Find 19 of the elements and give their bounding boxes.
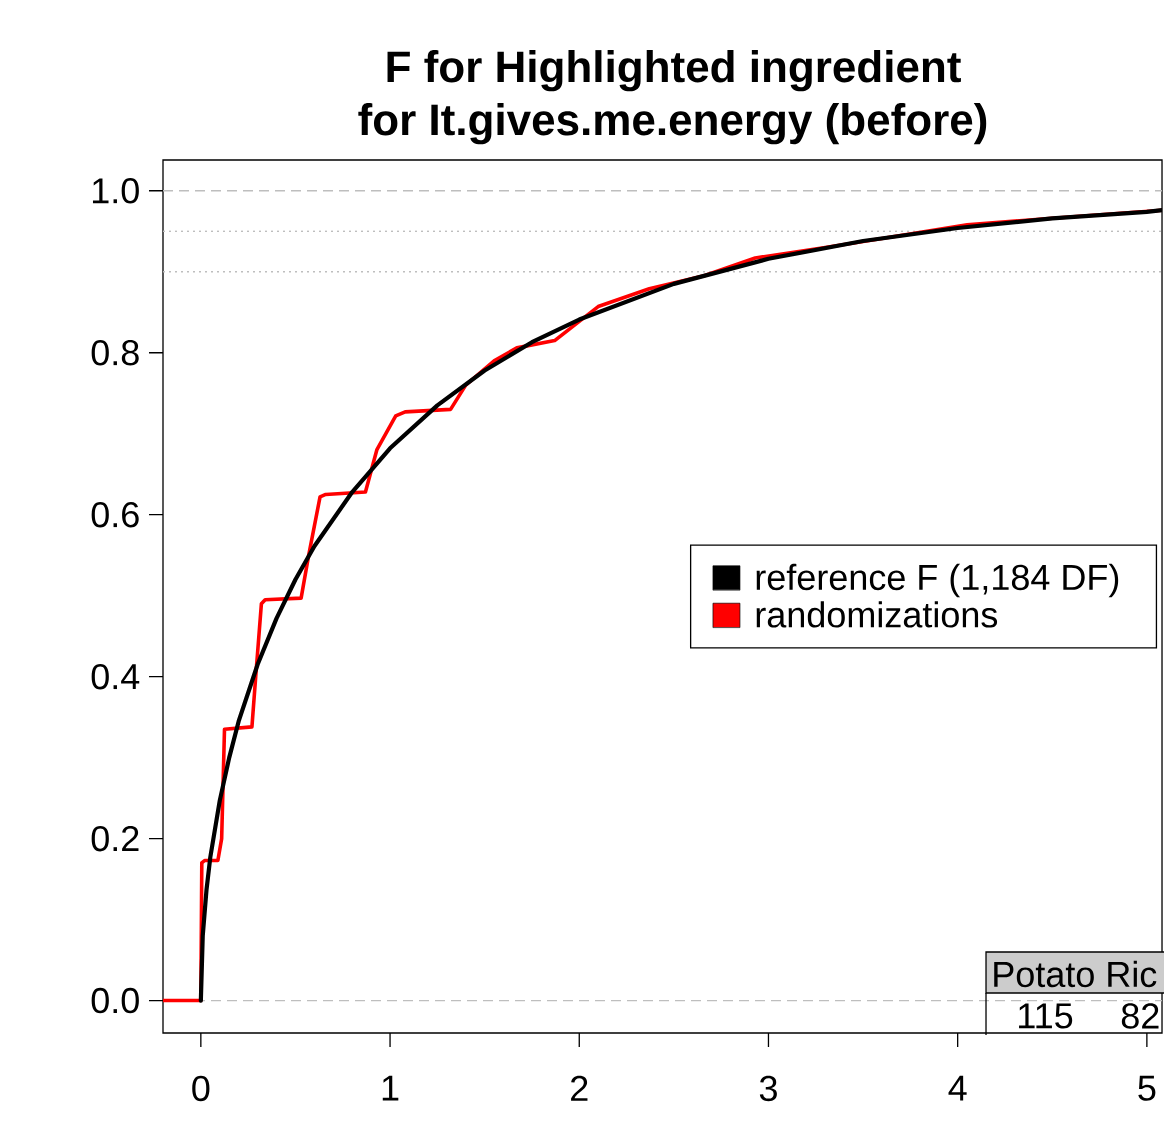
- annotation: 115: [1019, 1003, 1073, 1029]
- y-tick-label: 0.6: [91, 501, 139, 528]
- legend-label: randomizations: [756, 601, 998, 628]
- x-tick-label: 3: [759, 1075, 777, 1102]
- y-tick-label: 0.2: [91, 825, 139, 852]
- annotation: Potato Ric: [994, 960, 1157, 988]
- y-tick-label: 0.4: [91, 663, 140, 690]
- y-tick-label: 1.0: [92, 178, 139, 204]
- x-tick-label: 5: [1138, 1075, 1156, 1101]
- legend-label: reference F (1,184 DF): [756, 563, 1119, 598]
- y-tick-label: 0.0: [91, 987, 139, 1014]
- x-tick-label: 4: [948, 1075, 967, 1101]
- x-tick-label: 2: [571, 1075, 588, 1101]
- chart-title: F for Highlighted ingredient: [387, 50, 961, 92]
- x-tick-label: 1: [382, 1075, 399, 1101]
- x-tick-label: 0: [192, 1075, 210, 1102]
- y-tick-label: 0.8: [91, 339, 139, 366]
- chart-subtitle: for It.gives.me.energy (before): [358, 103, 987, 145]
- annotation: 82: [1121, 1003, 1159, 1029]
